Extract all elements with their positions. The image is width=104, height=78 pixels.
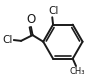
Text: O: O: [27, 13, 36, 26]
Text: CH₃: CH₃: [69, 67, 85, 76]
Text: Cl: Cl: [2, 35, 12, 45]
Text: Cl: Cl: [48, 6, 58, 16]
